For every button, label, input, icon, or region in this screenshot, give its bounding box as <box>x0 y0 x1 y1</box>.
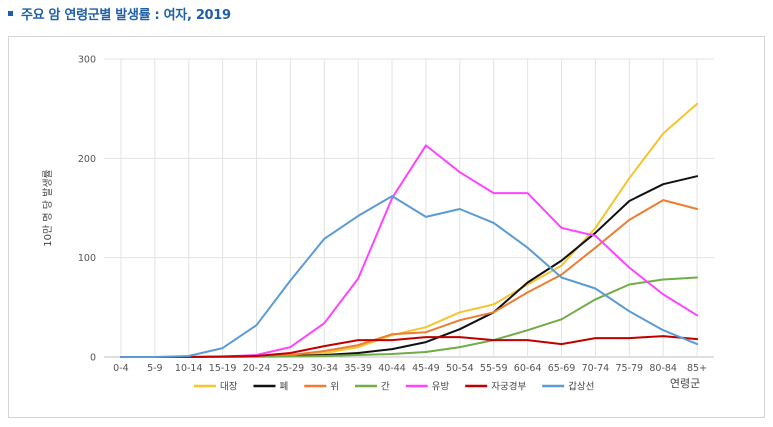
legend-label-유방: 유방 <box>432 382 450 393</box>
chart-panel: 0 100 200 300 0-4 5-9 10-14 15-19 20-24 25-29 30-3… <box>8 36 765 418</box>
y-axis-label: 10만 명 당 발생률 <box>42 169 54 246</box>
y-tick-label: 200 <box>78 154 96 165</box>
series-line-대장 <box>119 102 699 358</box>
page-title: 주요 암 연령군별 발생률 : 여자, 2019 <box>21 7 231 23</box>
legend-label-폐: 폐 <box>279 381 288 393</box>
x-tick-label: 40-44 <box>378 363 406 374</box>
y-tick-label: 100 <box>78 253 96 264</box>
series-line-자궁경부 <box>119 335 699 358</box>
x-tick-label: 75-79 <box>615 363 643 374</box>
legend-label-대장: 대장 <box>220 382 238 393</box>
x-tick-label: 45-49 <box>412 363 440 374</box>
x-tick-label: 0-4 <box>113 363 129 374</box>
legend-label-위: 위 <box>330 381 339 393</box>
x-tick-label: 5-9 <box>147 363 163 374</box>
x-tick-label: 55-59 <box>480 363 508 374</box>
x-tick-label: 85+ <box>687 363 707 374</box>
y-tick-label: 300 <box>78 55 96 66</box>
chart: 0 100 200 300 0-4 5-9 10-14 15-19 20-24 25-29 30-3… <box>42 55 714 393</box>
x-tick-label: 25-29 <box>277 363 305 374</box>
x-tick-label: 60-64 <box>514 363 542 374</box>
x-tick-label: 15-19 <box>209 363 237 374</box>
legend-label-간: 간 <box>381 382 390 393</box>
x-tick-label: 70-74 <box>582 363 610 374</box>
x-tick-label: 80-84 <box>649 363 677 374</box>
series-line-갑상선 <box>119 195 699 358</box>
series-line-폐 <box>119 175 699 358</box>
title-bullet-icon <box>8 10 13 16</box>
x-tick-label: 20-24 <box>243 363 271 374</box>
series-line-유방 <box>119 144 699 358</box>
y-tick-label: 0 <box>90 353 96 364</box>
x-tick-label: 10-14 <box>175 363 203 374</box>
legend-label-갑상선: 갑상선 <box>568 381 594 393</box>
series-line-위 <box>119 199 699 358</box>
x-tick-label: 50-54 <box>446 363 474 374</box>
x-tick-label: 35-39 <box>344 363 372 374</box>
x-tick-label: 65-69 <box>548 363 576 374</box>
x-tick-label: 30-34 <box>310 363 338 374</box>
page-header: 주요 암 연령군별 발생률 : 여자, 2019 <box>8 3 231 23</box>
legend-label-자궁경부: 자궁경부 <box>491 381 526 393</box>
x-axis-label: 연령군 <box>670 377 700 390</box>
